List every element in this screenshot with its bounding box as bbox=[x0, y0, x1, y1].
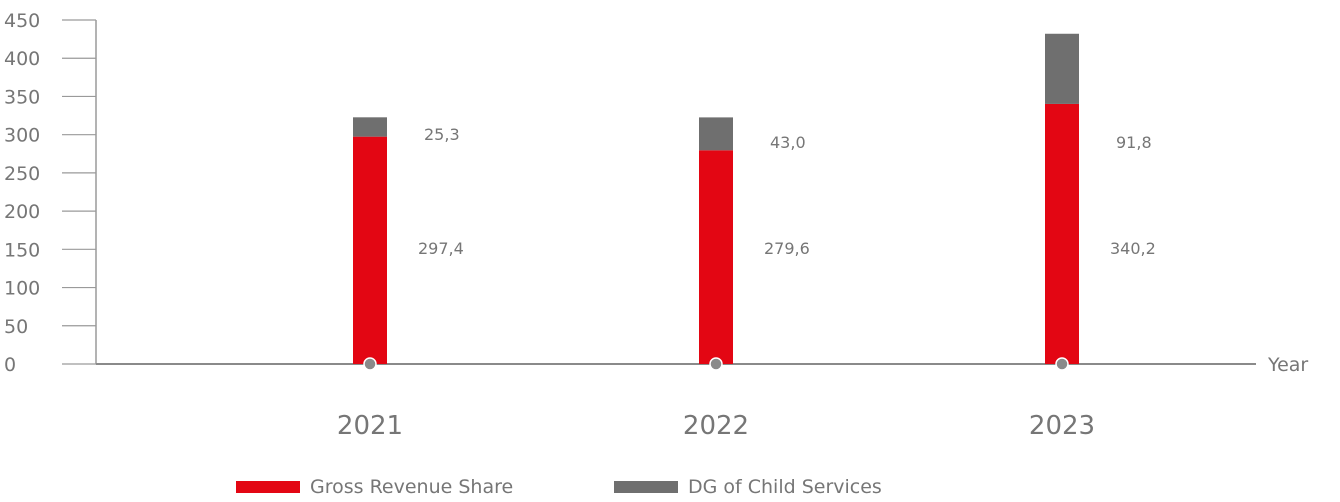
data-label-2023-gross-revenue: 340,2 bbox=[1110, 239, 1156, 258]
legend-item-gross-revenue-share: Gross Revenue Share bbox=[236, 476, 513, 498]
legend-item-dg-child-services: DG of Child Services bbox=[614, 476, 882, 498]
y-tick-label: 400 bbox=[4, 48, 40, 70]
y-tick-label: 0 bbox=[4, 354, 16, 376]
legend: Gross Revenue Share DG of Child Services bbox=[0, 476, 1340, 502]
data-label-2021-gross-revenue: 297,4 bbox=[418, 239, 464, 258]
y-tick-label: 100 bbox=[4, 278, 40, 300]
x-axis-dot-2023 bbox=[1055, 357, 1069, 371]
data-label-2023-dg-child: 91,8 bbox=[1116, 133, 1152, 152]
bar-2021-series-1 bbox=[353, 117, 387, 137]
bar-2023-series-1 bbox=[1045, 33, 1079, 104]
stacked-bar-chart: 0 50 100 150 200 250 300 350 400 450 297,4 25,3 279… bbox=[4, 10, 1308, 441]
bars-group: 297,4 25,3 279,6 43,0 340,2 91,8 bbox=[353, 33, 1156, 364]
y-axis-ticks: 0 50 100 150 200 250 300 350 400 450 bbox=[4, 10, 96, 376]
legend-label-gross-revenue-share: Gross Revenue Share bbox=[310, 476, 514, 498]
legend-label-dg-child-services: DG of Child Services bbox=[688, 476, 882, 498]
category-label-2021: 2021 bbox=[337, 411, 403, 441]
y-tick-label: 50 bbox=[4, 316, 28, 338]
y-tick-label: 250 bbox=[4, 163, 40, 185]
y-tick-label: 200 bbox=[4, 201, 40, 223]
y-tick-label: 450 bbox=[4, 10, 40, 32]
x-axis-label: Year bbox=[1267, 354, 1308, 376]
data-label-2021-dg-child: 25,3 bbox=[424, 125, 460, 144]
bar-2022-series-1 bbox=[699, 117, 733, 151]
y-tick-label: 350 bbox=[4, 86, 40, 108]
category-label-2022: 2022 bbox=[683, 411, 749, 441]
x-axis-dot-2021 bbox=[363, 357, 377, 371]
axis-markers bbox=[363, 357, 1069, 371]
bar-2022-series-0 bbox=[699, 150, 733, 364]
y-tick-label: 300 bbox=[4, 125, 40, 147]
y-tick-label: 150 bbox=[4, 239, 40, 261]
data-label-2022-gross-revenue: 279,6 bbox=[764, 239, 810, 258]
legend-swatch-dg-child-services bbox=[614, 481, 678, 493]
legend-swatch-gross-revenue-share bbox=[236, 481, 300, 493]
category-labels: 2021 2022 2023 bbox=[337, 411, 1095, 441]
x-axis-dot-2022 bbox=[709, 357, 723, 371]
bar-2023-series-0 bbox=[1045, 103, 1079, 364]
data-label-2022-dg-child: 43,0 bbox=[770, 133, 806, 152]
bar-2021-series-0 bbox=[353, 136, 387, 364]
category-label-2023: 2023 bbox=[1029, 411, 1095, 441]
